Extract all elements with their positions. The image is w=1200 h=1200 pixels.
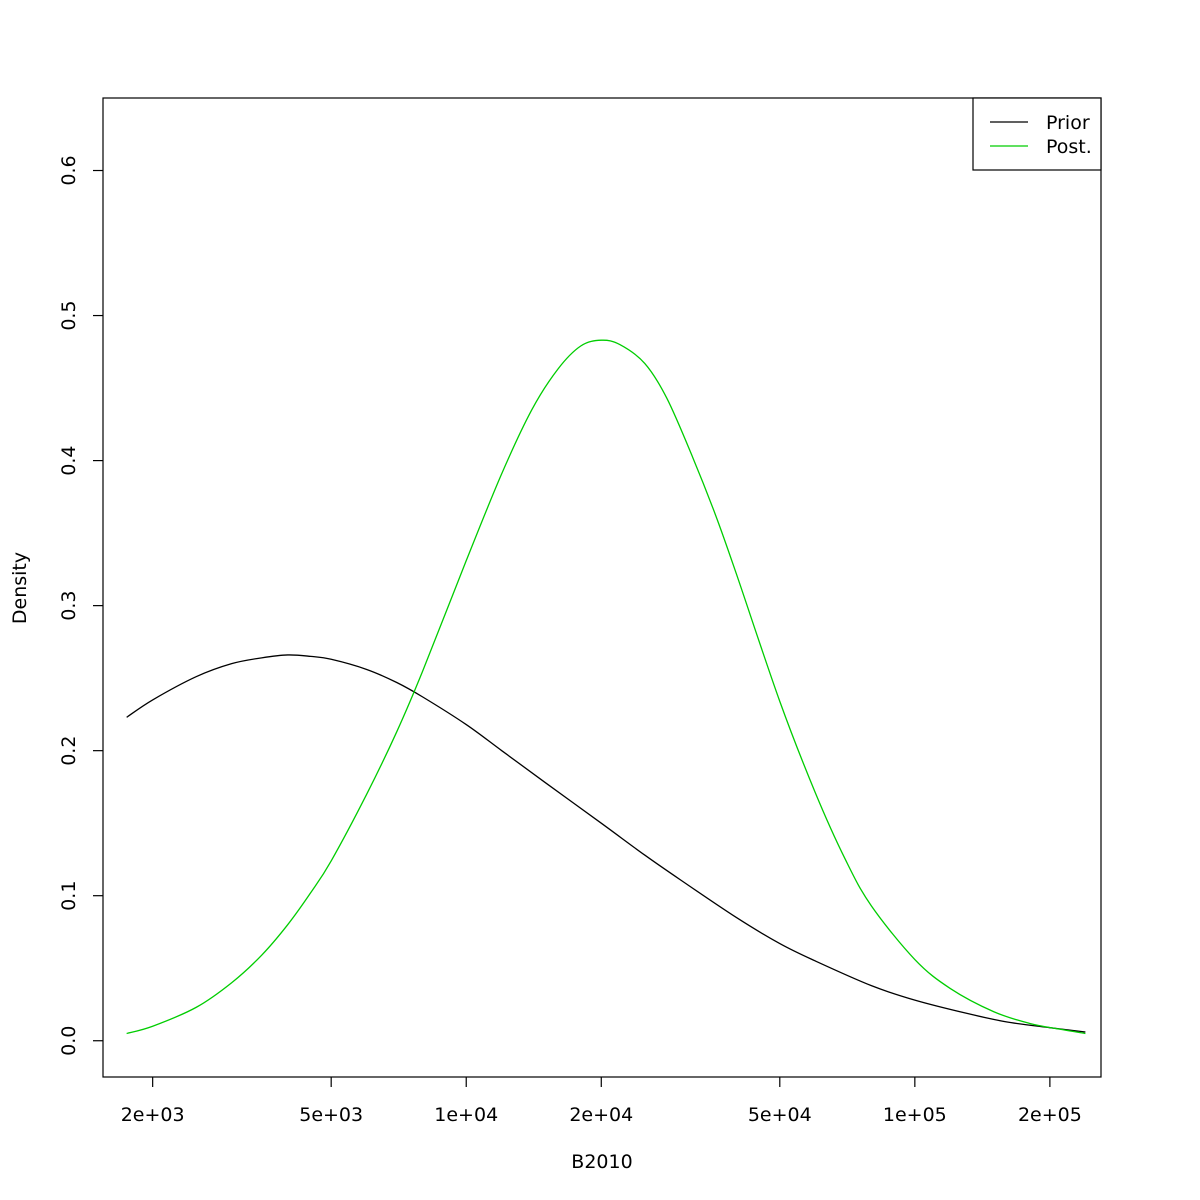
- y-axis-label: Density: [9, 552, 31, 624]
- y-tick-label: 0.2: [58, 736, 80, 766]
- x-tick-label: 2e+05: [1018, 1104, 1082, 1126]
- legend-label-post: Post.: [1046, 136, 1092, 158]
- legend-label-prior: Prior: [1046, 112, 1090, 134]
- x-tick-label: 2e+04: [569, 1104, 633, 1126]
- x-tick-label: 2e+03: [121, 1104, 185, 1126]
- x-tick-label: 1e+05: [883, 1104, 947, 1126]
- y-tick-label: 0.4: [58, 445, 80, 475]
- plot-frame: [102, 97, 1102, 1078]
- y-axis: 0.0 0.1 0.2 0.3 0.4 0.5 0.6: [58, 155, 103, 1056]
- x-tick-label: 1e+04: [434, 1104, 498, 1126]
- x-axis-label: B2010: [571, 1151, 632, 1173]
- y-tick-label: 0.3: [58, 591, 80, 621]
- y-tick-label: 0.0: [58, 1026, 80, 1056]
- legend-box: [972, 97, 1102, 171]
- x-tick-label: 5e+04: [748, 1104, 812, 1126]
- y-tick-label: 0.1: [58, 881, 80, 911]
- legend: Prior Post.: [972, 97, 1102, 171]
- series-line-post: [126, 339, 1086, 1035]
- series-layer: [126, 339, 1086, 1035]
- series-line-prior: [126, 654, 1086, 1033]
- x-axis: 2e+03 5e+03 1e+04 2e+04 5e+04 1e+05 2e+05: [121, 1077, 1082, 1126]
- y-tick-label: 0.6: [58, 155, 80, 185]
- x-tick-label: 5e+03: [299, 1104, 363, 1126]
- y-tick-label: 0.5: [58, 300, 80, 330]
